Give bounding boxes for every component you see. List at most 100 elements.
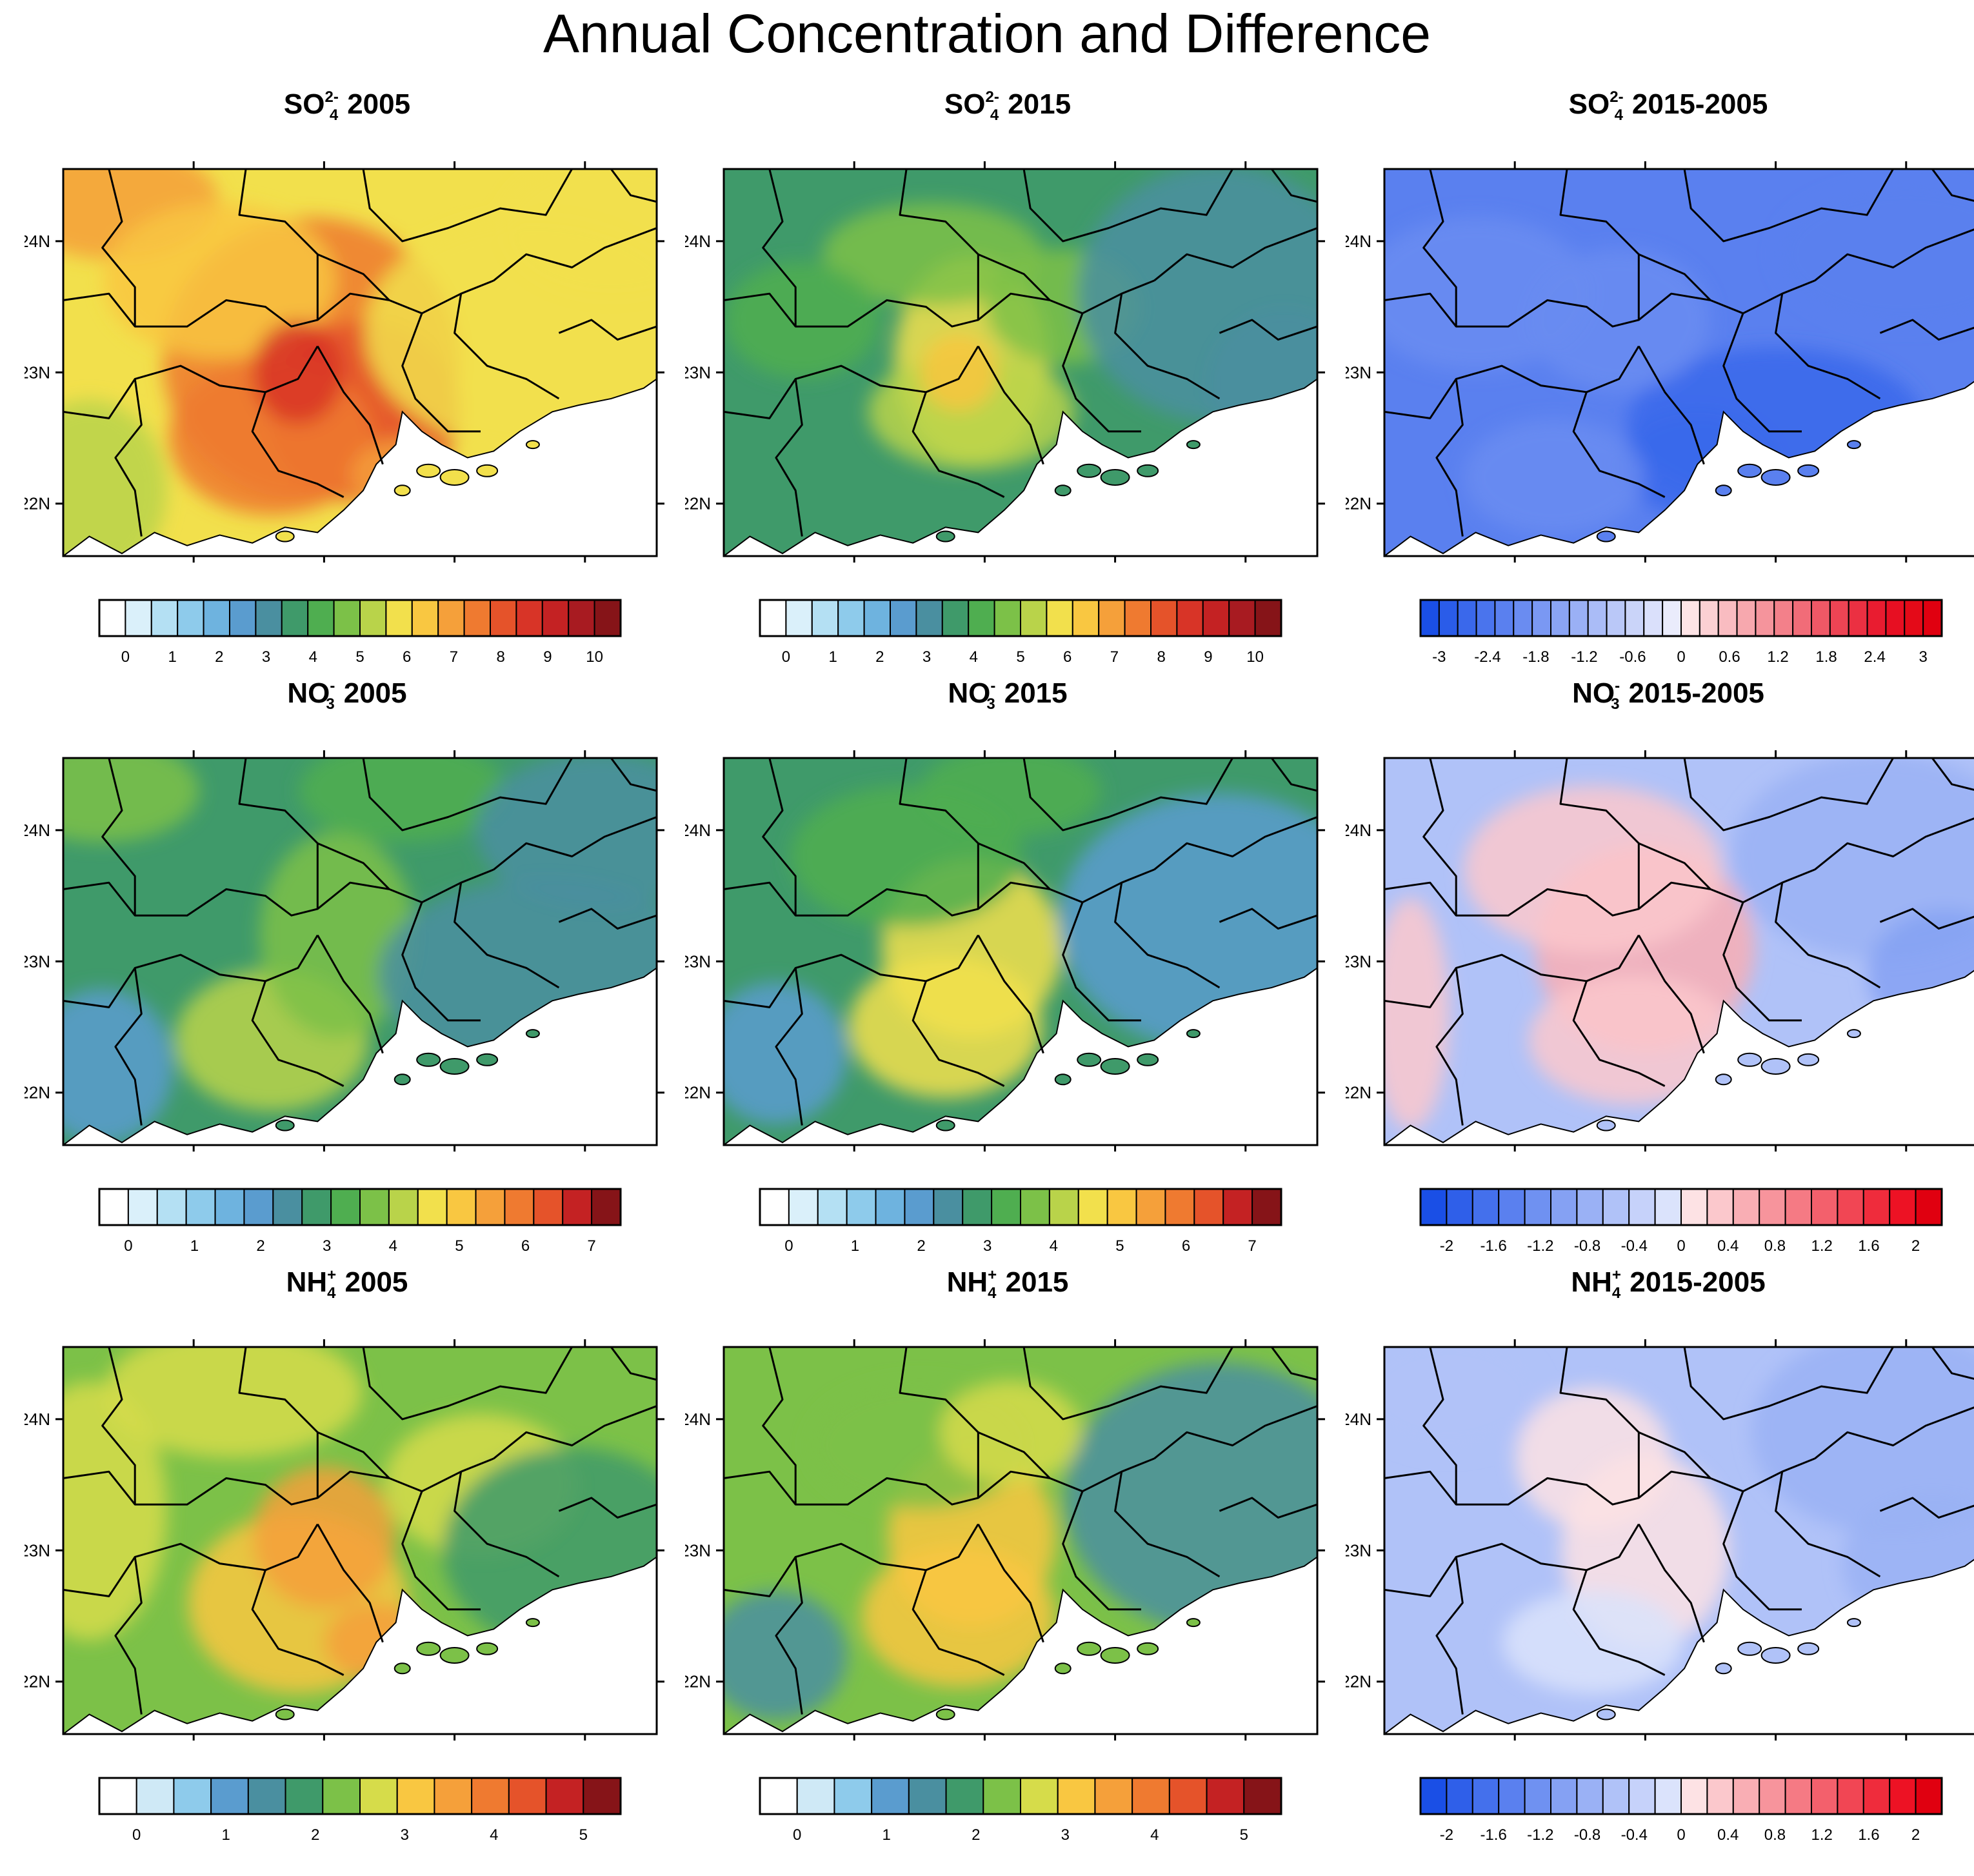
admin-boundary [1062,1491,1141,1611]
admin-boundary [101,1347,136,1505]
admin-boundary [977,1431,1051,1479]
colorbar-tick-label: 0.8 [1764,1237,1786,1255]
island [1137,464,1159,477]
colorbar-bin [307,599,335,637]
colorbar-tick-label: 7 [587,1237,595,1255]
colorbar-tick-label: 1 [190,1237,199,1255]
lat-label: 23N [1346,363,1371,382]
admin-boundary [610,1347,657,1381]
island [439,468,470,486]
admin-boundary [493,816,657,871]
colorbar-bin [1680,1188,1708,1226]
field-layer [1384,758,1974,1145]
colorbar-tick-label: -0.8 [1574,1237,1600,1255]
admin-boundary [1384,1523,1640,1597]
panel-title: SO2-4 2015-2005 [1346,79,1974,130]
island [416,1052,441,1067]
map-plot: 112E113E114E115E24N23N22N [685,1339,1325,1741]
admin-boundary [63,1523,319,1597]
colorbar-bin [1168,1777,1208,1815]
lat-label: 24N [685,1410,711,1429]
admin-boundary [1559,169,1640,320]
colorbar-bin [1755,599,1775,637]
colorbar-bin [1228,599,1256,637]
admin-boundary [238,758,319,909]
map-panel: NO-32015112E113E114E115E24N23N22N0123456… [685,668,1330,1287]
island [439,1057,470,1075]
colorbar: -3 -2.4 -1.8 -1.2 -0.6 0 0.6 1.2 1.8 2.4 3 [1419,599,1943,666]
panel-period: 2015-2005 [1631,88,1768,120]
colorbar-bin [785,599,813,637]
admin-boundary [238,169,319,320]
island [1737,463,1762,478]
map-panel: SO2-42015-2005112E113E114E115E24N23N22N-… [1346,79,1974,698]
admin-boundary [493,227,657,282]
colorbar-tick-label: 1.2 [1811,1237,1832,1255]
species-name: SO [944,88,986,120]
map-frame [1383,168,1974,557]
island [1797,464,1820,477]
colorbar-bin [933,1188,964,1226]
lat-label: 24N [1346,232,1371,251]
field-blob [1384,1347,1540,1452]
island [1715,1662,1732,1675]
colorbar-bin [1602,1188,1630,1226]
island [1054,1662,1072,1675]
colorbar-tick-label: 2 [1911,1237,1920,1255]
colorbar-tick-label: 1.6 [1858,1237,1879,1255]
colorbar-frame [98,599,622,637]
admin-boundary [1879,1497,1974,1519]
colorbar-bin [150,599,179,637]
island [525,1618,540,1628]
field-layer [724,1347,1317,1734]
admin-boundary [977,345,1044,465]
admin-boundary [724,1457,1155,1506]
map-frame [62,757,658,1146]
lat-label: 22N [685,1672,711,1691]
field-layer [1384,169,1974,556]
colorbar-bin [1420,1777,1448,1815]
colorbar-bin [1498,1188,1526,1226]
colorbar-bin [1662,599,1682,637]
colorbar-bin [1736,599,1757,637]
panel-title: SO2-4 2015 [685,79,1330,130]
colorbar: 0 1 2 3 4 5 6 7 8 9 10 [759,599,1282,666]
field-blob [252,321,343,424]
colorbar-tick-label: -1.2 [1527,1237,1553,1255]
colorbar-bin [1811,599,1831,637]
map-frame [723,757,1319,1146]
sea-area [1384,970,1974,1145]
admin-boundary [1931,758,1974,791]
colorbar-bin [385,599,413,637]
sea-area [724,378,1317,556]
colorbar-tick-label: -1.2 [1571,648,1597,666]
admin-boundary [401,313,481,433]
admin-boundary [1435,1557,1464,1715]
panel-title: NH+4 2015 [685,1257,1330,1308]
admin-boundary [724,345,979,419]
colorbar-bin [1706,1777,1734,1815]
colorbar: -2 -1.6 -1.2 -0.8 -0.4 0 0.4 0.8 1.2 1.6 2 [1419,1188,1943,1255]
island [275,530,295,543]
colorbar-bin [1654,1188,1682,1226]
lat-label: 24N [25,821,50,840]
colorbar-tick-label: -2.4 [1474,648,1500,666]
colorbar-bin [993,599,1022,637]
map-frame [723,1346,1319,1735]
admin-boundary [1022,1347,1233,1421]
colorbar-bin [243,1188,274,1226]
colorbar-bin [272,1188,303,1226]
island [1760,1057,1791,1075]
colorbar-bin [301,1188,332,1226]
admin-boundary [238,1347,319,1498]
island [394,484,411,497]
field-blob [1515,1387,1671,1530]
species-name: SO [1568,88,1610,120]
colorbar-bin [562,1188,593,1226]
colorbar-tick-label: 4 [1150,1826,1159,1844]
field-blob [920,758,1101,836]
colorbar-bin [1628,1777,1656,1815]
lat-label: 23N [685,952,711,971]
admin-boundary [912,1570,1005,1676]
map-panel: NH+42005112E113E114E115E24N23N22N012345 [25,1257,670,1876]
